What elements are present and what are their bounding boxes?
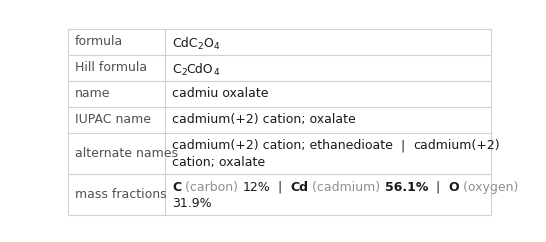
Text: (oxygen): (oxygen): [459, 181, 518, 194]
Text: 4: 4: [213, 68, 219, 77]
Text: Hill formula: Hill formula: [75, 61, 147, 74]
Text: cadmiu oxalate: cadmiu oxalate: [173, 87, 269, 100]
Text: IUPAC name: IUPAC name: [75, 113, 151, 126]
Text: CdO: CdO: [187, 63, 213, 76]
Text: 31.9%: 31.9%: [173, 197, 212, 210]
Text: cadmium(+2) cation; oxalate: cadmium(+2) cation; oxalate: [173, 113, 356, 126]
Text: alternate names: alternate names: [75, 147, 177, 160]
Text: 2: 2: [198, 42, 204, 51]
Text: (carbon): (carbon): [181, 181, 242, 194]
Text: formula: formula: [75, 36, 123, 48]
Text: (cadmium): (cadmium): [308, 181, 384, 194]
Text: 2: 2: [181, 68, 187, 77]
Text: C: C: [173, 63, 181, 76]
Text: |: |: [428, 181, 448, 194]
Text: |: |: [270, 181, 290, 194]
Text: name: name: [75, 87, 110, 100]
Text: CdC: CdC: [173, 37, 198, 50]
Text: cadmium(+2) cation; ethanedioate: cadmium(+2) cation; ethanedioate: [173, 139, 393, 152]
Text: 56.1%: 56.1%: [384, 181, 428, 194]
Text: cation; oxalate: cation; oxalate: [173, 156, 265, 169]
Text: |: |: [393, 139, 413, 152]
Text: C: C: [173, 181, 181, 194]
Text: mass fractions: mass fractions: [75, 188, 166, 201]
Text: O: O: [204, 37, 213, 50]
Text: 4: 4: [213, 42, 219, 51]
Text: 12%: 12%: [242, 181, 270, 194]
Text: Cd: Cd: [290, 181, 308, 194]
Text: O: O: [448, 181, 459, 194]
Text: cadmium(+2): cadmium(+2): [413, 139, 500, 152]
